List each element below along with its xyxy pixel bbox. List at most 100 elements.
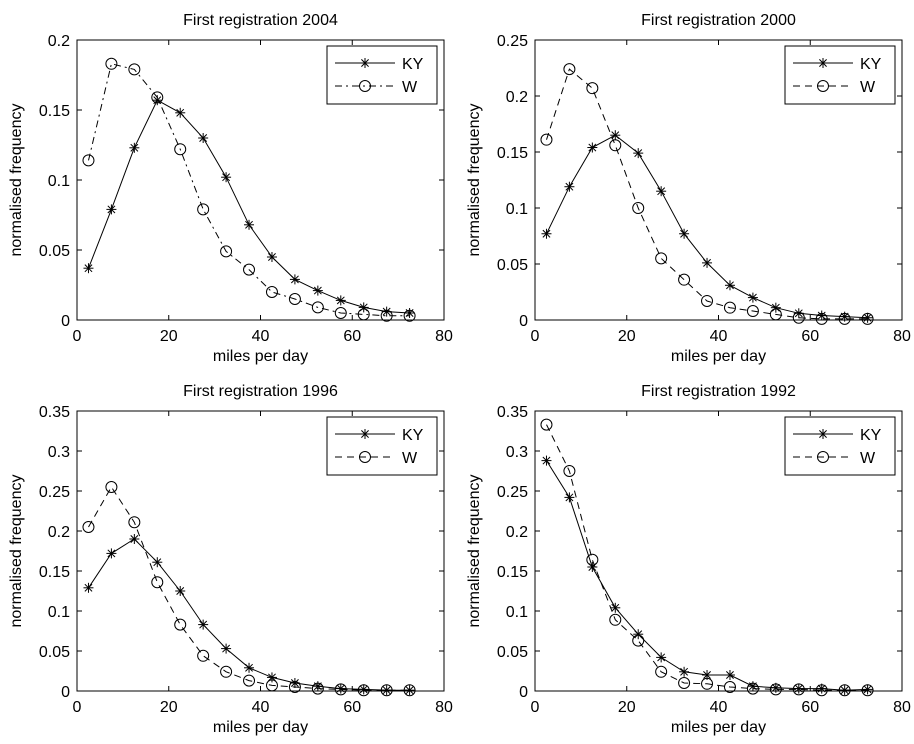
series-ky — [83, 95, 415, 318]
data-point — [656, 186, 667, 197]
series-ky — [541, 130, 873, 323]
x-axis-label: miles per day — [671, 348, 766, 365]
data-point — [105, 57, 118, 70]
data-point — [816, 683, 827, 694]
data-point — [175, 107, 186, 118]
legend-label: W — [860, 450, 876, 467]
data-point — [633, 148, 644, 159]
legend-label: KY — [402, 427, 424, 444]
data-point — [838, 312, 851, 325]
legend-marker — [817, 451, 829, 463]
data-point — [678, 273, 691, 286]
y-tick-label: 0.15 — [39, 564, 70, 581]
x-tick-label: 20 — [160, 699, 178, 716]
data-point — [265, 679, 278, 692]
data-point — [816, 310, 827, 321]
legend-box — [326, 45, 438, 105]
x-tick-label: 80 — [435, 328, 453, 345]
series-w — [540, 418, 874, 697]
legend-marker — [818, 58, 828, 68]
x-tick-label: 20 — [160, 328, 178, 345]
data-point — [702, 257, 713, 268]
x-tick-label: 80 — [435, 699, 453, 716]
data-point — [769, 683, 782, 696]
data-point — [105, 481, 118, 493]
data-point — [266, 252, 277, 262]
data-point — [724, 280, 735, 291]
data-point — [564, 492, 575, 503]
y-tick-label: 0.1 — [48, 604, 70, 621]
y-tick-label: 0.2 — [506, 89, 528, 106]
data-point — [243, 674, 256, 687]
legend: KY W — [326, 45, 438, 105]
y-tick-label: 0.15 — [39, 103, 70, 120]
data-point — [174, 618, 187, 631]
data-point — [724, 670, 735, 680]
data-point — [311, 301, 324, 314]
x-tick-label: 40 — [252, 328, 270, 345]
series-w — [540, 63, 874, 325]
data-point — [334, 307, 347, 319]
y-tick-label: 0.2 — [48, 524, 70, 541]
legend-marker — [360, 429, 370, 439]
data-point — [243, 263, 256, 276]
data-point — [633, 629, 644, 640]
data-point — [83, 582, 94, 593]
legend-marker — [817, 80, 829, 92]
data-point — [380, 684, 393, 697]
x-axis-label: miles per day — [671, 719, 766, 736]
x-tick-label: 0 — [73, 328, 82, 345]
y-tick-label: 0.35 — [497, 404, 528, 421]
data-point — [679, 228, 690, 239]
y-tick-label: 0.25 — [39, 484, 70, 501]
data-point — [128, 516, 141, 529]
chart-title: First registration 1996 — [183, 383, 338, 400]
data-point — [609, 139, 622, 152]
data-point — [746, 305, 759, 318]
data-point — [563, 465, 576, 477]
data-point — [861, 312, 874, 325]
data-point — [198, 133, 209, 143]
data-point — [335, 683, 346, 694]
data-point — [381, 306, 392, 317]
series-line — [546, 424, 868, 691]
y-tick-label: 0.15 — [497, 564, 528, 581]
x-tick-label: 60 — [343, 699, 361, 716]
legend-marker — [818, 429, 828, 439]
data-point — [311, 682, 324, 695]
data-point — [862, 312, 873, 323]
legend-label: W — [402, 450, 418, 467]
legend-marker — [359, 80, 371, 92]
x-tick-label: 20 — [618, 328, 636, 345]
legend-label: KY — [402, 56, 424, 73]
y-tick-label: 0.15 — [497, 145, 528, 162]
y-tick-label: 0.2 — [506, 524, 528, 541]
data-point — [288, 293, 301, 305]
y-axis-label: normalised frequency — [8, 104, 25, 257]
legend-label: W — [402, 79, 418, 96]
data-point — [564, 181, 575, 192]
data-point — [174, 143, 187, 156]
data-point — [83, 263, 94, 274]
data-point — [586, 82, 599, 95]
data-point — [380, 309, 393, 322]
data-point — [541, 455, 552, 466]
x-tick-label: 0 — [73, 699, 82, 716]
series-w — [82, 481, 416, 697]
data-point — [632, 202, 645, 214]
data-point — [586, 553, 599, 566]
x-tick-label: 0 — [531, 699, 540, 716]
y-tick-label: 0 — [519, 684, 528, 701]
data-point — [701, 677, 714, 690]
y-tick-label: 0.1 — [506, 604, 528, 621]
data-point — [540, 418, 553, 431]
data-point — [404, 308, 415, 318]
data-point — [838, 684, 851, 697]
data-point — [793, 683, 804, 694]
data-point — [82, 154, 95, 167]
y-tick-label: 0 — [61, 313, 70, 330]
y-axis-label: normalised frequency — [8, 475, 25, 628]
series-line — [546, 68, 868, 320]
data-point — [747, 292, 758, 303]
